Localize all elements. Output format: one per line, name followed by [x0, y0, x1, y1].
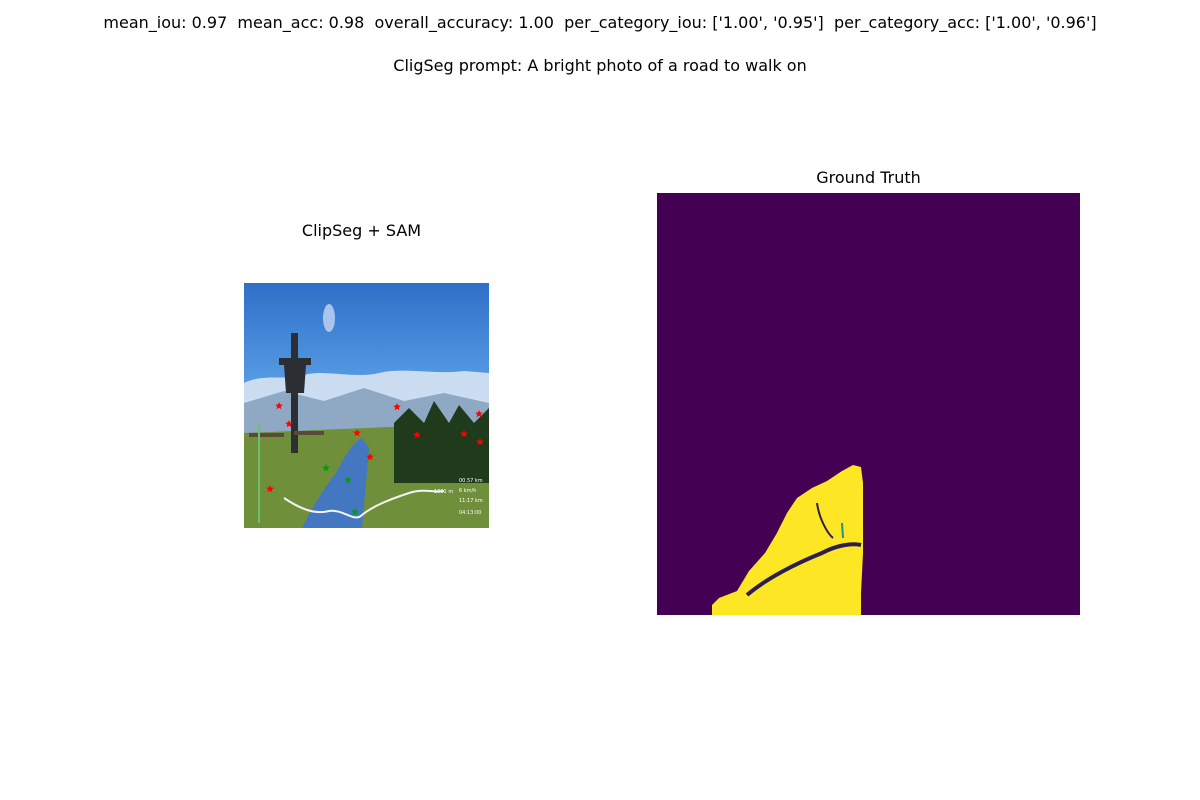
mask-foreground: [712, 465, 863, 615]
positive-point-marker: [322, 464, 330, 472]
clipseg-sam-title: ClipSeg + SAM: [301, 221, 422, 240]
overlay-label: 00.57 km: [459, 478, 483, 484]
negative-point-marker: [460, 430, 468, 438]
overlay-label: 04:13:00: [459, 510, 481, 516]
negative-points: [266, 402, 484, 493]
route-line: [283, 489, 445, 519]
trees: [394, 401, 489, 483]
bench: [249, 433, 284, 437]
mask-edge: [745, 542, 862, 597]
negative-point-marker: [353, 429, 361, 437]
prompt-text: CligSeg prompt: A bright photo of a road…: [393, 56, 807, 75]
negative-point-marker: [476, 438, 484, 446]
negative-point-marker: [393, 403, 401, 411]
positive-point-marker: [351, 508, 359, 516]
positive-points: [322, 464, 359, 516]
metrics-summary: mean_iou: 0.97 mean_acc: 0.98 overall_ac…: [103, 13, 1097, 32]
clipseg-sam-image: 00.57 km 6 km/h 11:17 km 04:13:00 1001 m: [244, 283, 489, 528]
negative-point-marker: [475, 410, 483, 418]
predicted-road-mask: [302, 438, 369, 528]
sun-glare: [323, 304, 335, 332]
negative-point-marker: [266, 485, 274, 493]
ground-truth-mask: [657, 193, 1080, 615]
mask-background: [657, 193, 1080, 615]
overlay-label: 1001 m: [434, 489, 453, 495]
negative-point-marker: [275, 402, 283, 410]
mask-accent: [841, 522, 844, 539]
ground-truth-title: Ground Truth: [816, 168, 921, 187]
overlay-label: 6 km/h: [459, 488, 476, 494]
negative-point-marker: [285, 420, 293, 428]
positive-point-marker: [344, 476, 352, 484]
overlay-label: 11:17 km: [459, 498, 483, 504]
negative-point-marker: [366, 453, 374, 461]
negative-point-marker: [413, 431, 421, 439]
